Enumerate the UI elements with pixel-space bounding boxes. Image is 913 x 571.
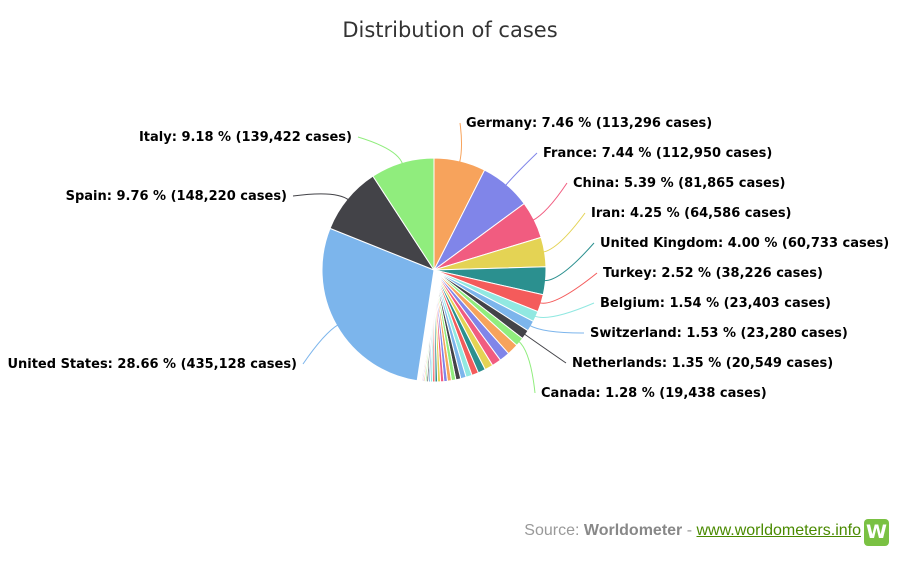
label-united-states: United States: 28.66 % (435,128 cases) <box>7 357 297 372</box>
slice-labels: United States: 28.66 % (435,128 cases) Ge… <box>7 116 889 401</box>
label-united-kingdom: United Kingdom: 4.00 % (60,733 cases) <box>600 236 889 251</box>
connector-china <box>532 182 568 222</box>
connector-germany <box>459 122 463 164</box>
connector-united-states <box>302 324 339 365</box>
source-link[interactable]: www.worldometers.info <box>696 522 862 539</box>
connector-switzerland <box>528 324 585 334</box>
connector-canada <box>517 340 536 394</box>
label-germany: Germany: 7.46 % (113,296 cases) <box>466 116 712 131</box>
label-iran: Iran: 4.25 % (64,586 cases) <box>591 206 792 221</box>
pie-slices <box>321 157 547 383</box>
label-belgium: Belgium: 1.54 % (23,403 cases) <box>600 296 831 311</box>
label-italy: Italy: 9.18 % (139,422 cases) <box>139 130 352 145</box>
label-canada: Canada: 1.28 % (19,438 cases) <box>541 386 767 401</box>
connector-belgium <box>533 302 595 318</box>
label-switzerland: Switzerland: 1.53 % (23,280 cases) <box>590 326 848 341</box>
connector-spain <box>292 193 350 201</box>
label-connectors <box>292 122 598 394</box>
connector-turkey <box>538 272 598 304</box>
connector-iran <box>542 212 586 253</box>
worldometer-logo-icon: W <box>864 519 889 546</box>
connector-france <box>504 152 538 187</box>
connector-italy <box>357 136 404 165</box>
connector-netherlands <box>523 333 567 364</box>
chart-title: Distribution of cases <box>342 18 557 42</box>
source-credit: Source: Worldometer - www.worldometers.i… <box>524 522 861 540</box>
label-netherlands: Netherlands: 1.35 % (20,549 cases) <box>572 356 833 371</box>
source-separator: - <box>682 522 697 539</box>
connector-united-kingdom <box>543 242 595 282</box>
label-spain: Spain: 9.76 % (148,220 cases) <box>66 189 287 204</box>
label-france: France: 7.44 % (112,950 cases) <box>543 146 772 161</box>
source-prefix: Source: <box>524 522 584 539</box>
source-name: Worldometer <box>583 522 683 539</box>
label-china: China: 5.39 % (81,865 cases) <box>573 176 786 191</box>
label-turkey: Turkey: 2.52 % (38,226 cases) <box>603 266 823 281</box>
